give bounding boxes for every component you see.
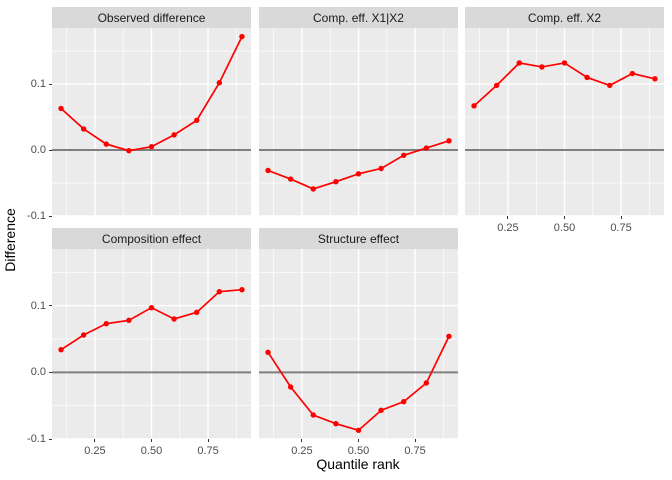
x-tick-label: 0.75 <box>404 445 426 457</box>
plot-panel <box>259 28 458 216</box>
line-chart-svg <box>52 28 251 216</box>
y-tick-mark <box>49 371 52 373</box>
x-tick-mark <box>358 439 359 442</box>
line-chart-svg <box>465 28 664 216</box>
y-tick-label: -0.1 <box>27 433 46 445</box>
y-tick-label: 0.0 <box>30 144 46 157</box>
plot-panel <box>465 28 664 216</box>
y-tick-mark <box>49 305 52 307</box>
facet-strip: Observed difference <box>52 7 251 28</box>
plot-panel <box>52 28 251 216</box>
facet-comp-eff-x2: Comp. eff. X2 <box>465 7 664 216</box>
x-tick-label: 0.25 <box>291 445 313 457</box>
x-tick-mark <box>301 439 303 442</box>
x-tick-label: 0.75 <box>610 222 632 234</box>
facet-strip-label: Comp. eff. X2 <box>527 10 602 25</box>
line-chart-svg <box>52 249 251 439</box>
x-axis-title: Quantile rank <box>316 456 400 472</box>
plot-panel <box>52 249 251 439</box>
facet-comp-eff-x1-given-x2: Comp. eff. X1|X2 <box>259 7 458 216</box>
facet-composition-effect: Composition effect <box>52 228 251 439</box>
facet-strip-label: Comp. eff. X1|X2 <box>313 10 404 25</box>
x-tick-mark <box>620 216 622 219</box>
x-tick-label: 0.50 <box>347 445 370 457</box>
facet-strip: Comp. eff. X1|X2 <box>259 7 458 28</box>
y-tick-mark <box>49 438 52 440</box>
x-tick-mark <box>207 439 209 442</box>
x-tick-label: 0.50 <box>140 445 163 457</box>
x-tick-mark <box>151 439 152 442</box>
facet-strip-label: Observed difference <box>97 10 206 25</box>
x-tick-label: 0.75 <box>197 445 219 457</box>
facet-strip: Structure effect <box>259 228 458 249</box>
facet-strip: Comp. eff. X2 <box>465 7 664 28</box>
facet-structure-effect: Structure effect <box>259 228 458 439</box>
x-tick-label: 0.25 <box>497 222 519 234</box>
facet-strip-label: Structure effect <box>317 231 400 246</box>
facet-strip: Composition effect <box>52 228 251 249</box>
y-tick-mark <box>49 149 52 151</box>
x-tick-mark <box>564 216 565 219</box>
facet-strip-label: Composition effect <box>101 231 202 246</box>
y-tick-mark <box>49 215 52 217</box>
y-tick-label: -0.1 <box>27 210 46 222</box>
x-tick-mark <box>507 216 509 219</box>
x-tick-mark <box>94 439 96 442</box>
y-tick-mark <box>49 83 52 85</box>
x-tick-label: 0.25 <box>84 445 106 457</box>
x-tick-mark <box>414 439 416 442</box>
line-chart-svg <box>259 249 458 439</box>
plot-panel <box>259 249 458 439</box>
y-tick-label: 0.0 <box>30 366 46 379</box>
x-tick-label: 0.50 <box>553 222 576 234</box>
line-chart-svg <box>259 28 458 216</box>
y-tick-label: 0.1 <box>30 78 46 91</box>
y-tick-label: 0.1 <box>30 299 46 312</box>
facet-observed-difference: Observed difference <box>52 7 251 216</box>
